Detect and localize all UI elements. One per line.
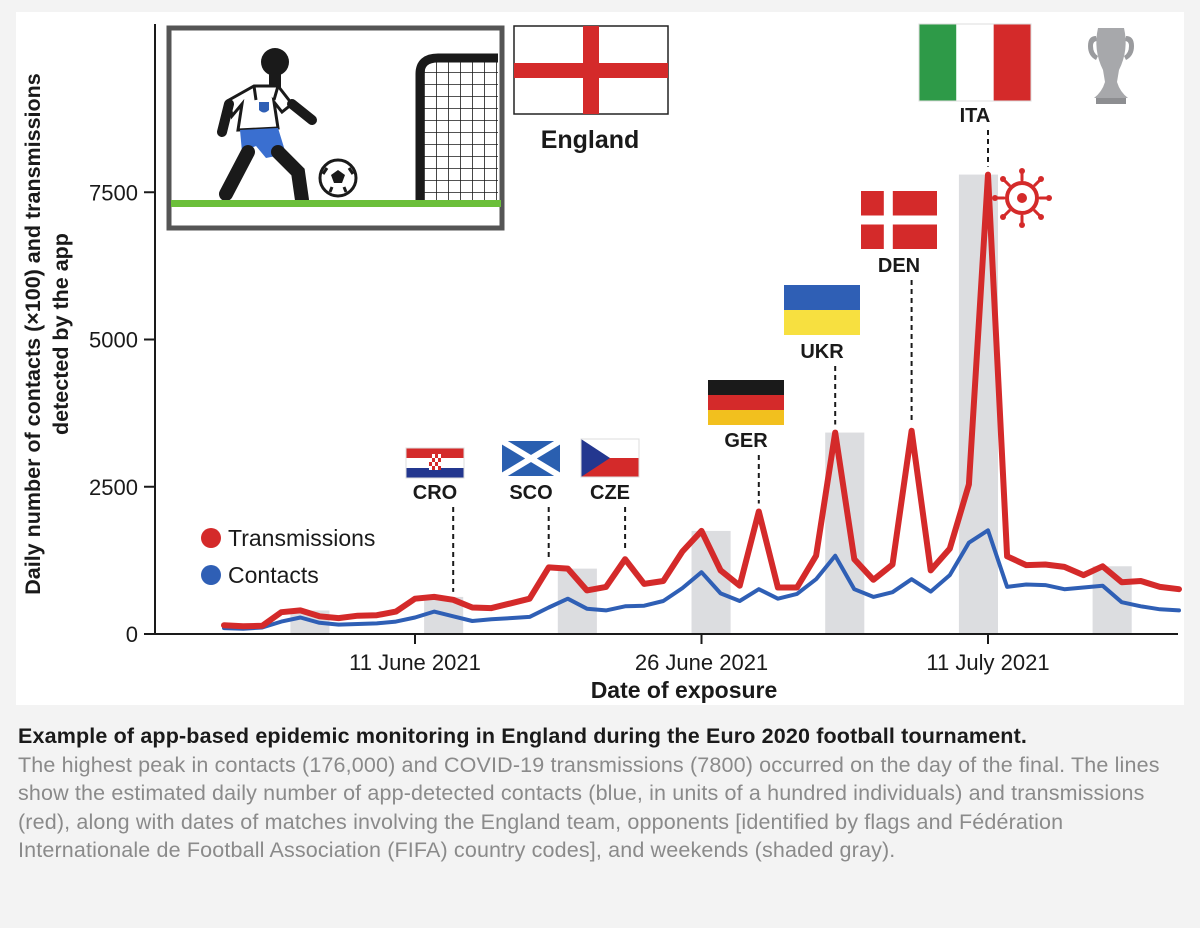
- contacts-line: [222, 528, 1181, 631]
- match-code-label: ITA: [960, 105, 991, 127]
- virus-icon: [992, 168, 1052, 228]
- tv-screen-footballer-icon: [166, 25, 505, 231]
- flag-part: [919, 24, 957, 101]
- caption-body: The highest peak in contacts (176,000) a…: [18, 752, 1160, 863]
- y-tick-label: 2500: [89, 475, 138, 500]
- y-tick-label: 7500: [89, 180, 138, 205]
- flag-part: [429, 466, 432, 470]
- flag-outline: [580, 438, 640, 478]
- legend: Transmissions Contacts: [201, 525, 375, 588]
- legend-label-transmissions: Transmissions: [228, 525, 375, 551]
- flag-part: [438, 462, 441, 466]
- england-label: England: [541, 126, 640, 154]
- croatia-flag-icon: [405, 447, 465, 479]
- italy-flag-icon: [918, 23, 1032, 102]
- legend-marker-transmissions: [201, 528, 221, 548]
- flag-part: [708, 380, 784, 395]
- caption-title: Example of app-based epidemic monitoring…: [18, 724, 1028, 748]
- y-ticks: 0 2500 5000 7500: [89, 180, 155, 647]
- legend-label-contacts: Contacts: [228, 562, 319, 588]
- match-code-label: GER: [724, 430, 768, 452]
- series-lines: [221, 171, 1182, 631]
- flag-part: [429, 462, 432, 466]
- trophy-icon: [1088, 28, 1134, 104]
- flag-part: [435, 466, 438, 470]
- ukraine-flag-icon: [784, 285, 860, 335]
- flag-part: [784, 285, 860, 310]
- match-cze: CZE: [580, 438, 640, 552]
- flag-part: [993, 24, 1031, 101]
- match-code-label: CRO: [413, 482, 457, 504]
- flag-part: [406, 448, 464, 458]
- y-tick-label: 0: [126, 622, 138, 647]
- flag-part: [438, 458, 441, 462]
- y-axis-title-line1: Daily number of contacts (×100) and tran…: [21, 73, 45, 595]
- flag-part: [956, 24, 994, 101]
- x-tick-label: 26 June 2021: [635, 650, 768, 675]
- x-ticks: 11 June 2021 26 June 2021 11 July 2021: [349, 634, 1050, 675]
- match-annotations: CRO SCO CZE GER UKR DEN ITA: [405, 23, 1032, 592]
- y-tick-label: 5000: [89, 328, 138, 353]
- flag-part: [432, 454, 435, 458]
- flag-part: [438, 454, 441, 458]
- figure-panel: 0 2500 5000 7500 11 June 2021 26 June 2021 11…: [16, 12, 1184, 705]
- flag-part: [406, 468, 464, 478]
- match-code-label: UKR: [800, 341, 844, 363]
- england-flag-icon: [513, 25, 669, 115]
- flag-part: [861, 215, 937, 225]
- x-axis-title: Date of exposure: [591, 677, 778, 703]
- germany-flag-icon: [708, 380, 784, 425]
- flag-outline: [918, 23, 1032, 102]
- flag-part: [438, 466, 441, 470]
- flag-part: [435, 462, 438, 466]
- flag-part: [429, 458, 432, 462]
- flag-part: [432, 458, 435, 462]
- legend-marker-contacts: [201, 565, 221, 585]
- flag-part: [435, 458, 438, 462]
- match-ger: GER: [708, 380, 784, 504]
- flag-outline: [405, 447, 465, 479]
- denmark-flag-icon: [861, 191, 937, 249]
- match-code-label: CZE: [590, 482, 630, 504]
- flag-part: [432, 466, 435, 470]
- match-code-label: DEN: [878, 255, 920, 277]
- match-sco: SCO: [500, 438, 562, 560]
- match-ukr: UKR: [784, 285, 860, 425]
- figure-caption: Example of app-based epidemic monitoring…: [18, 722, 1184, 865]
- flag-part: [784, 310, 860, 335]
- x-tick-label: 11 July 2021: [926, 650, 1049, 675]
- transmissions-line: [221, 171, 1182, 630]
- flag-part: [429, 454, 432, 458]
- match-cro: CRO: [405, 447, 465, 592]
- flag-part: [708, 395, 784, 410]
- czech-flag-icon: [580, 438, 640, 478]
- flag-part: [500, 438, 562, 479]
- flag-part: [432, 462, 435, 466]
- match-den: DEN: [861, 191, 937, 423]
- flag-part: [435, 454, 438, 458]
- flag-part: [581, 439, 610, 477]
- x-tick-label: 11 June 2021: [349, 650, 481, 675]
- y-axis-title-line2: detected by the app: [49, 233, 73, 435]
- match-ita: ITA: [918, 23, 1032, 167]
- scotland-flag-icon: [500, 438, 562, 479]
- match-code-label: SCO: [509, 482, 552, 504]
- flag-part: [708, 410, 784, 425]
